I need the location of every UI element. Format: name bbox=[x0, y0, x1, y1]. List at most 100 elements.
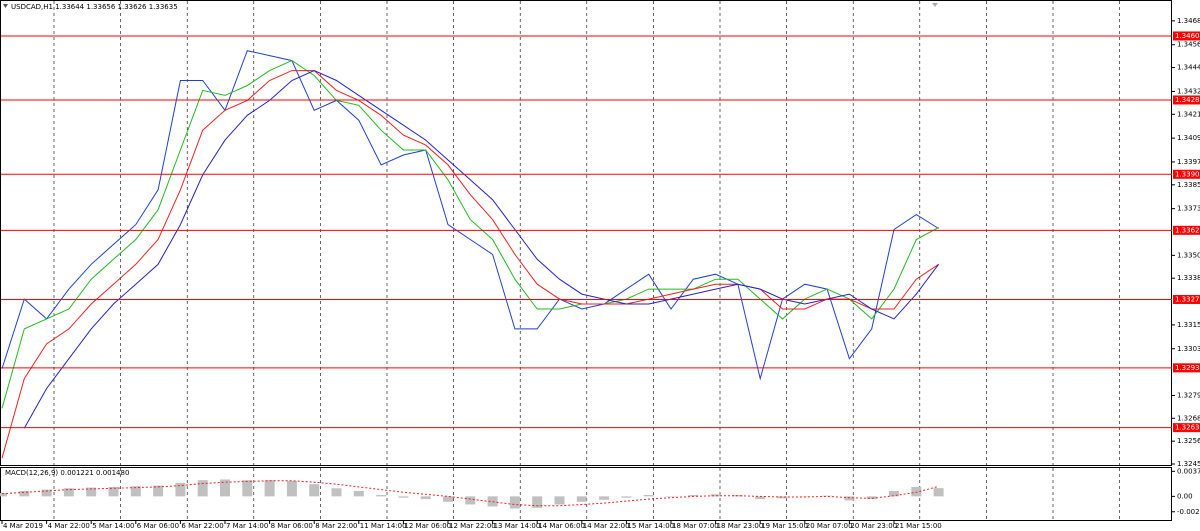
level-label-box bbox=[1173, 169, 1200, 179]
y-tick-label: 1.33500 bbox=[1177, 251, 1200, 259]
x-tick-label: 4 Mar 22:00 bbox=[48, 522, 90, 530]
y-tick-label: 1.34560 bbox=[1177, 41, 1200, 49]
macd-bar bbox=[710, 494, 721, 497]
main-panel-border bbox=[0, 0, 1172, 466]
macd-bar bbox=[264, 480, 275, 497]
y-tick-label: 1.32795 bbox=[1177, 391, 1200, 399]
macd-bar bbox=[822, 495, 833, 497]
level-label: 1.33278 bbox=[1175, 295, 1200, 303]
time-grid bbox=[53, 1, 1120, 520]
y-tick-label: 1.33735 bbox=[1177, 205, 1200, 213]
level-label-box bbox=[1173, 31, 1200, 41]
level-label: 1.34604 bbox=[1175, 32, 1200, 40]
level-label: 1.34282 bbox=[1175, 96, 1200, 104]
macd-bar bbox=[108, 486, 119, 497]
macd-bar bbox=[911, 486, 922, 497]
y-tick-label: 1.34680 bbox=[1177, 17, 1200, 25]
macd-bar bbox=[376, 495, 387, 497]
macd-bar bbox=[777, 496, 788, 499]
macd-bar bbox=[220, 479, 230, 497]
macd-bar bbox=[331, 488, 342, 497]
series-line bbox=[1, 60, 939, 409]
macd-bar bbox=[755, 496, 766, 500]
macd-bar bbox=[688, 495, 699, 497]
x-tick-label: 20 Mar 07:00 bbox=[806, 522, 853, 530]
macd-bar bbox=[41, 489, 52, 497]
level-label-box bbox=[1173, 294, 1200, 304]
macd-bar bbox=[86, 487, 97, 497]
x-tick-label: 14 Mar 22:00 bbox=[583, 522, 630, 530]
macd-bar bbox=[621, 496, 632, 498]
x-tick-label: 12 Mar 06:00 bbox=[404, 522, 451, 530]
y-tick-label: 1.34090 bbox=[1177, 134, 1200, 142]
level-label-box bbox=[1173, 363, 1200, 373]
level-label-box bbox=[1173, 225, 1200, 235]
macd-bar bbox=[666, 496, 676, 497]
macd-bar bbox=[576, 496, 587, 502]
x-tick-label: 18 Mar 07:00 bbox=[672, 522, 719, 530]
x-tick-label: 13 Mar 14:00 bbox=[494, 522, 541, 530]
level-label: 1.32633 bbox=[1175, 424, 1200, 432]
chart-title: USDCAD,H1 1.33644 1.33656 1.33626 1.3363… bbox=[11, 3, 178, 11]
level-label: 1.33626 bbox=[1175, 226, 1200, 234]
macd-bar bbox=[19, 490, 30, 497]
x-tick-label: 11 Mar 14:00 bbox=[360, 522, 407, 530]
y-tick-label: 1.33150 bbox=[1177, 321, 1200, 329]
level-label-box bbox=[1173, 423, 1200, 433]
macd-title: MACD(12,26,9) 0.001221 0.001480 bbox=[5, 469, 129, 477]
y-tick-label: 1.34445 bbox=[1177, 64, 1200, 72]
series-line bbox=[1, 480, 939, 507]
level-label: 1.32934 bbox=[1175, 364, 1200, 372]
x-tick-label: 12 Mar 22:00 bbox=[449, 522, 496, 530]
x-tick-label: 8 Mar 06:00 bbox=[271, 522, 313, 530]
macd-bar bbox=[398, 496, 409, 498]
x-tick-label: 21 Mar 15:00 bbox=[895, 522, 942, 530]
x-tick-label: 18 Mar 23:00 bbox=[717, 522, 764, 530]
macd-bar bbox=[509, 496, 520, 509]
collapse-icon[interactable] bbox=[3, 4, 8, 8]
x-tick-label: 19 Mar 15:00 bbox=[761, 522, 808, 530]
macd-bar bbox=[286, 480, 297, 497]
macd-bar bbox=[153, 485, 164, 497]
y-tick-label: 1.34325 bbox=[1177, 87, 1200, 95]
y-tick-label: 1.33385 bbox=[1177, 274, 1200, 282]
macd-bar bbox=[599, 496, 610, 500]
macd-bar bbox=[130, 486, 141, 497]
macd-bar bbox=[889, 490, 899, 497]
macd-bar bbox=[0, 492, 7, 497]
x-tick-label: 6 Mar 22:00 bbox=[181, 522, 223, 530]
series-line bbox=[1, 70, 939, 459]
y-tick-label: -0.00228 bbox=[1177, 508, 1200, 516]
y-tick-label: 1.32565 bbox=[1177, 437, 1200, 445]
y-tick-label: 0.003709 bbox=[1177, 467, 1200, 475]
x-tick-label: 14 Mar 06:00 bbox=[538, 522, 585, 530]
x-tick-label: 6 Mar 06:00 bbox=[137, 522, 179, 530]
y-tick-label: 1.33970 bbox=[1177, 158, 1200, 166]
y-tick-label: 1.32680 bbox=[1177, 414, 1200, 422]
macd-bar bbox=[844, 496, 855, 501]
x-tick-label: 15 Mar 14:00 bbox=[627, 522, 674, 530]
y-tick-label: 0.00 bbox=[1177, 492, 1193, 500]
macd-bar bbox=[242, 480, 253, 497]
macd-bar bbox=[420, 496, 431, 500]
macd-bar bbox=[63, 488, 74, 497]
y-tick-label: 1.34210 bbox=[1177, 110, 1200, 118]
y-tick-label: 1.33855 bbox=[1177, 181, 1200, 189]
x-tick-label: 7 Mar 14:00 bbox=[226, 522, 268, 530]
x-tick-label: 8 Mar 22:00 bbox=[315, 522, 357, 530]
macd-bar bbox=[197, 480, 208, 497]
macd-bar bbox=[532, 496, 543, 508]
x-tick-label: 4 Mar 2019 bbox=[3, 522, 43, 530]
x-tick-label: 20 Mar 23:00 bbox=[850, 522, 897, 530]
macd-bar bbox=[933, 488, 944, 497]
y-tick-label: 1.32450 bbox=[1177, 460, 1200, 468]
macd-bar bbox=[443, 496, 453, 502]
shift-marker bbox=[932, 3, 938, 7]
macd-bar bbox=[309, 484, 320, 497]
x-tick-label: 5 Mar 14:00 bbox=[92, 522, 134, 530]
macd-bar bbox=[866, 496, 877, 500]
macd-bar bbox=[175, 482, 186, 497]
macd-bar bbox=[643, 495, 654, 497]
